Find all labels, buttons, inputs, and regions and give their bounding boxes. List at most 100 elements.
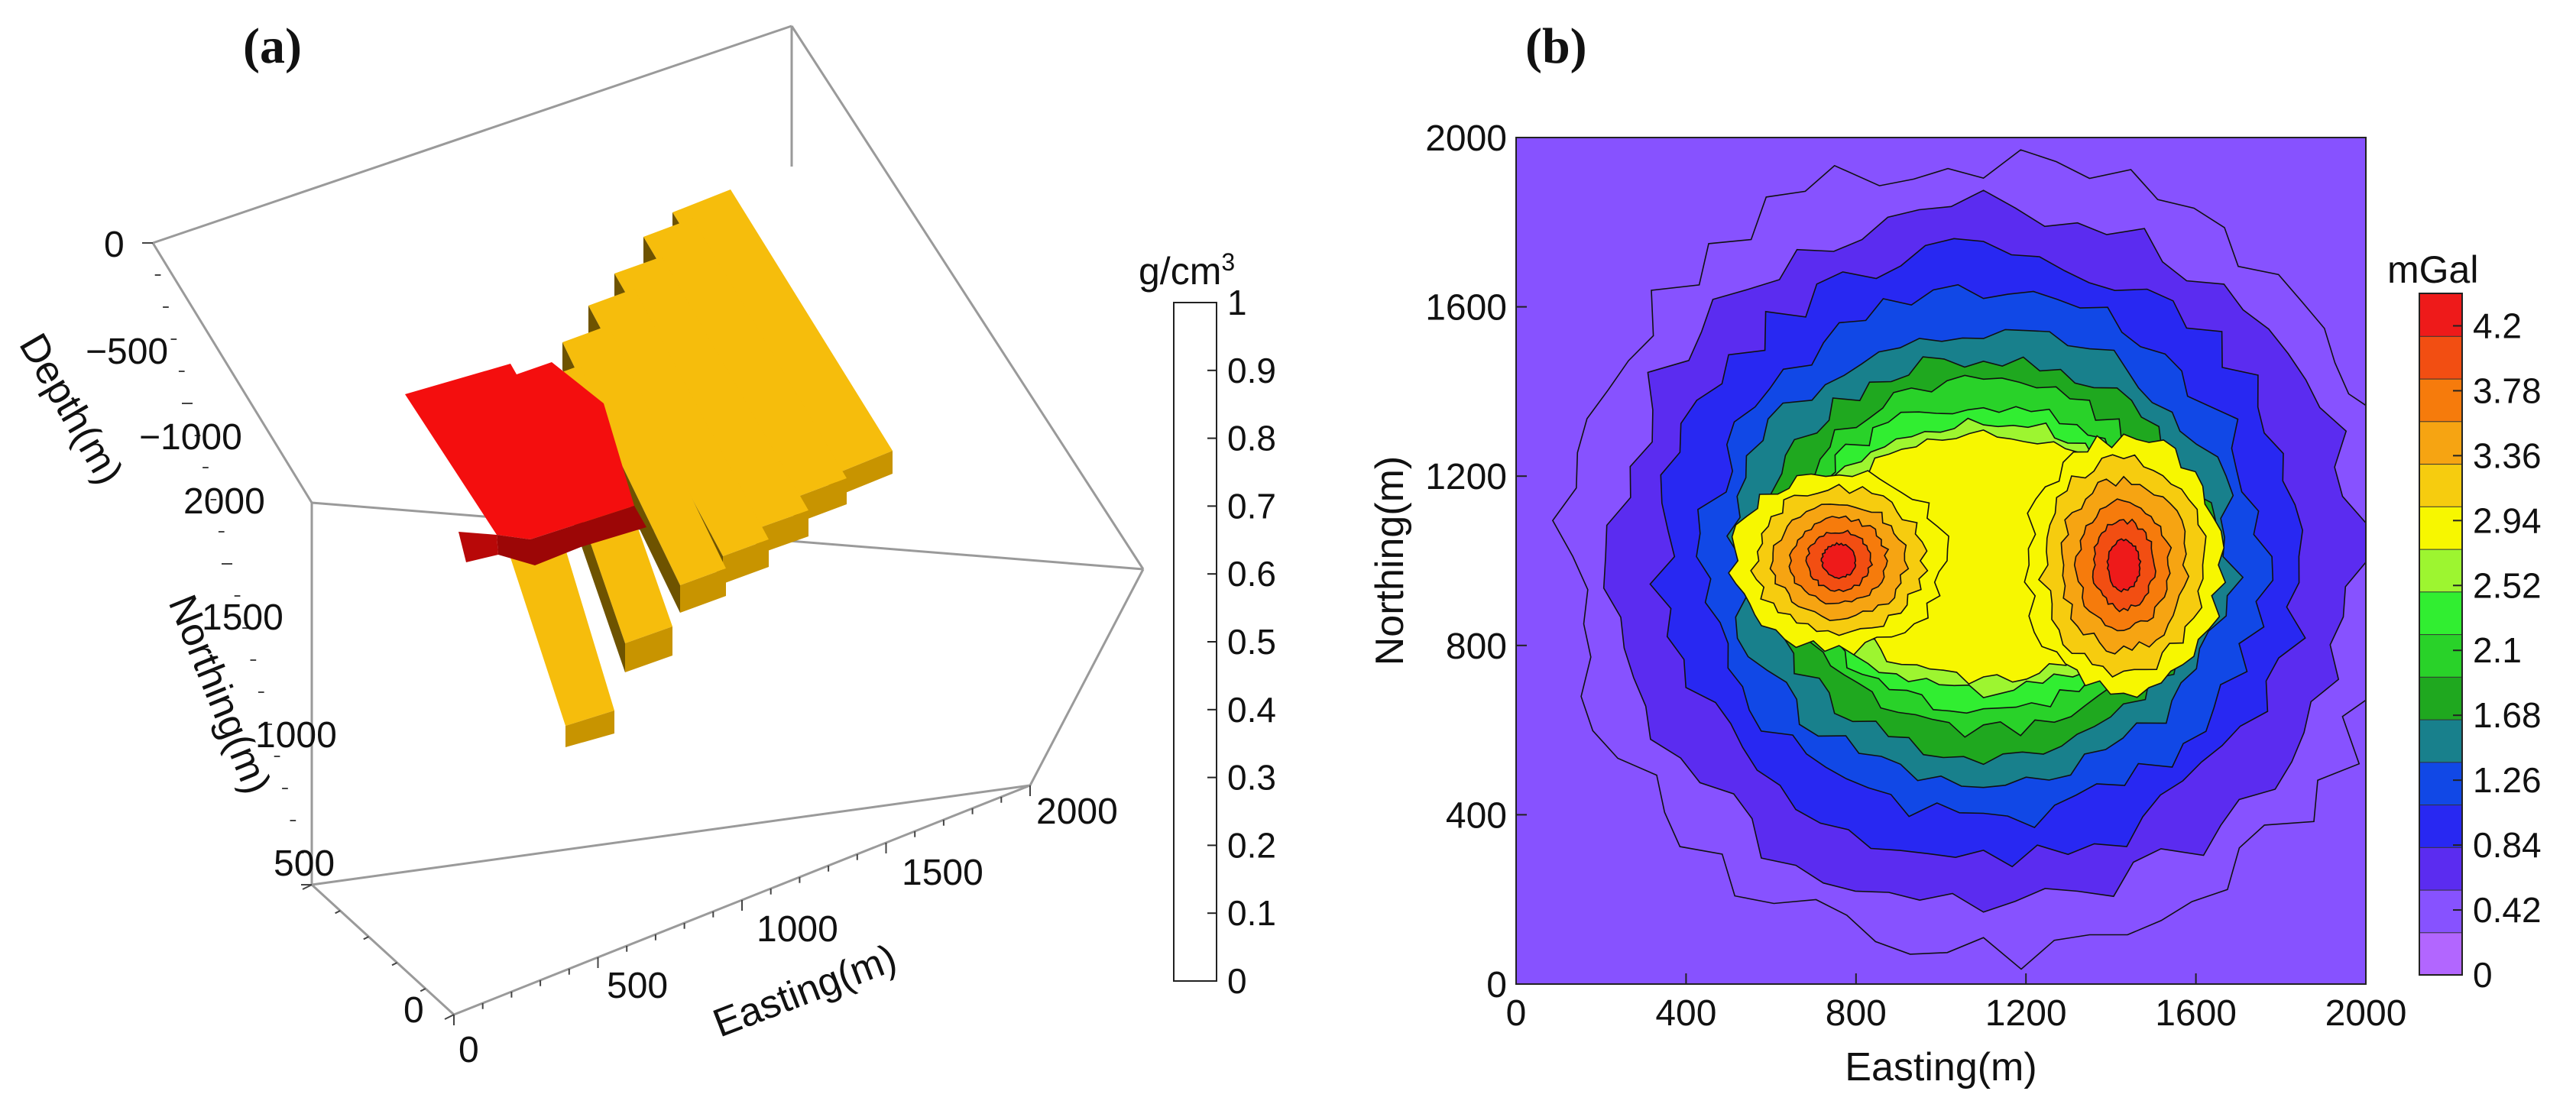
gravity-colorbar-bin — [2419, 931, 2463, 976]
red-block — [405, 362, 646, 565]
northing-tick-500: 500 — [274, 843, 335, 884]
slab-front — [798, 478, 847, 523]
gravity-colorbar-tick-label: 0 — [2473, 955, 2493, 995]
gravity-colorbar-bin — [2419, 633, 2463, 678]
density-colorbar-tick-label: 0 — [1227, 961, 1247, 1001]
panel-a-ticks — [142, 242, 1031, 1025]
gravity-colorbar-bin — [2419, 293, 2463, 337]
panel-a-label: (a) — [243, 18, 302, 74]
corner-tick-0: 0 — [403, 990, 424, 1031]
density-colorbar-tick-label: 0.8 — [1227, 419, 1276, 458]
slab-front — [836, 451, 893, 497]
y-tick-label: 800 — [1446, 626, 1507, 667]
panel-a-tick-labels: 0 −500 −1000 2000 1500 1000 500 0 0 500 … — [86, 225, 1118, 1070]
gravity-colorbar-bin — [2419, 420, 2463, 465]
gravity-colorbar-tick-label: 0.42 — [2473, 890, 2542, 930]
gravity-colorbar-bin — [2419, 591, 2463, 636]
depth-tick-500: −500 — [86, 332, 168, 372]
panel-b-axes: 0 400 800 1200 1600 2000 0 400 800 1200 1600 2000 — [1425, 118, 2406, 1034]
slab-top — [562, 325, 726, 585]
slab-front — [761, 510, 808, 553]
easting-tick-1000: 1000 — [757, 909, 838, 950]
gravity-colorbar-bin — [2419, 676, 2463, 720]
density-colorbar-tick-label: 0.3 — [1227, 758, 1276, 798]
gravity-colorbar-bin — [2419, 847, 2463, 891]
depth-tick-1000: −1000 — [139, 417, 242, 458]
box-edge-floor-left — [310, 883, 455, 1016]
slab-top — [614, 257, 808, 527]
contour-frame — [1515, 137, 2367, 985]
slab-top — [643, 219, 847, 497]
gravity-colorbar-tick-label: 0.84 — [2473, 825, 2542, 865]
easting-axis-title: Easting(m) — [708, 936, 902, 1046]
density-colorbar-unit: g/cm3 — [1139, 248, 1235, 293]
gravity-colorbar-tick-label: 1.68 — [2473, 695, 2542, 735]
easting-tick-500: 500 — [607, 966, 668, 1006]
panel-b-ylabel: Northing(m) — [1368, 456, 1412, 666]
x-tick-label: 1200 — [1985, 993, 2067, 1034]
x-tick-label: 1600 — [2155, 993, 2237, 1034]
axis-tick — [420, 988, 426, 992]
gravity-colorbar-bin — [2419, 506, 2463, 550]
easting-tick-0: 0 — [458, 1030, 479, 1070]
axis-tick — [302, 884, 313, 890]
red-block-top — [405, 362, 634, 539]
panel-b: (b) 0 400 800 1200 1600 2000 0 400 800 1200 1600 20… — [1368, 18, 2542, 1089]
gravity-colorbar: mGal 0 0.42 0.84 1.26 1.68 2.1 2.52 2.94 3.36 3.7… — [2387, 248, 2542, 995]
slab-top — [588, 289, 769, 556]
contour-high — [1820, 542, 1857, 580]
red-block-lower — [458, 532, 498, 562]
slab-front — [680, 568, 726, 613]
density-colorbar-tick-label: 0.1 — [1227, 893, 1276, 933]
density-colorbar-tick-label: 0.4 — [1227, 690, 1276, 730]
box-edge-floor-back — [311, 784, 1031, 886]
gravity-colorbar-tick-label: 1.26 — [2473, 760, 2542, 800]
easting-tick-1500: 1500 — [902, 853, 983, 893]
axis-tick — [391, 962, 398, 966]
slab-front — [625, 626, 672, 672]
density-colorbar-tick-label: 0.7 — [1227, 486, 1276, 526]
slab-front — [723, 539, 769, 584]
y-tick-label: 1200 — [1425, 457, 1507, 497]
box-edge-right-vertical — [1029, 568, 1145, 786]
contour-map — [1516, 138, 2366, 984]
slab-top — [672, 189, 893, 474]
gravity-colorbar-bin — [2419, 761, 2463, 806]
gravity-colorbar-unit: mGal — [2387, 248, 2478, 291]
gravity-colorbar-tick-label: 2.1 — [2473, 630, 2522, 670]
gravity-colorbar-bin — [2419, 335, 2463, 380]
y-tick-label: 2000 — [1425, 118, 1507, 159]
density-colorbar-tick-label: 0.2 — [1227, 825, 1276, 865]
gravity-colorbar-bin — [2419, 889, 2463, 934]
density-colorbar-tick-label: 0.5 — [1227, 622, 1276, 662]
x-tick-label: 0 — [1506, 993, 1527, 1034]
x-tick-label: 800 — [1826, 993, 1887, 1034]
x-tick-label: 400 — [1655, 993, 1716, 1034]
density-colorbar-tick-label: 0.9 — [1227, 351, 1276, 390]
box-edge-right-top — [790, 25, 1145, 570]
density-colorbar-tick-label: 0.6 — [1227, 554, 1276, 594]
contour-high — [2106, 538, 2142, 593]
gravity-colorbar-bin — [2419, 463, 2463, 507]
panel-a-box — [151, 24, 1145, 1016]
box-edge-back-top — [152, 24, 792, 244]
gravity-colorbar-ticks: 0 0.42 0.84 1.26 1.68 2.1 2.52 2.94 3.36 3.78 4.2 — [2453, 306, 2542, 995]
axis-tick — [363, 936, 369, 941]
red-block-side — [497, 506, 646, 565]
density-colorbar-ticks: 0 0.1 0.2 0.3 0.4 0.5 0.6 0.7 0.8 0.9 1 — [1207, 283, 1276, 1001]
depth-tick-0: 0 — [104, 225, 125, 265]
contour-levels — [1551, 149, 2366, 970]
gravity-colorbar-bin — [2419, 378, 2463, 423]
density-colorbar: g/cm3 0 0.1 0.2 0.3 0.4 0.5 0.6 0.7 0.8 0.9 1 — [1139, 248, 1276, 1001]
easting-tick-2000: 2000 — [1036, 792, 1118, 832]
axis-tick — [335, 910, 341, 915]
density-colorbar-tick-label: 1 — [1227, 283, 1247, 322]
slab-base-front — [565, 711, 614, 747]
gravity-colorbar-bin — [2419, 804, 2463, 848]
northing-tick-2000: 2000 — [183, 481, 265, 522]
gravity-colorbar-tick-label: 2.52 — [2473, 565, 2542, 605]
gravity-colorbar-bins — [2419, 293, 2463, 976]
gravity-colorbar-bin — [2419, 719, 2463, 763]
gravity-colorbar-tick-label: 2.94 — [2473, 500, 2542, 540]
